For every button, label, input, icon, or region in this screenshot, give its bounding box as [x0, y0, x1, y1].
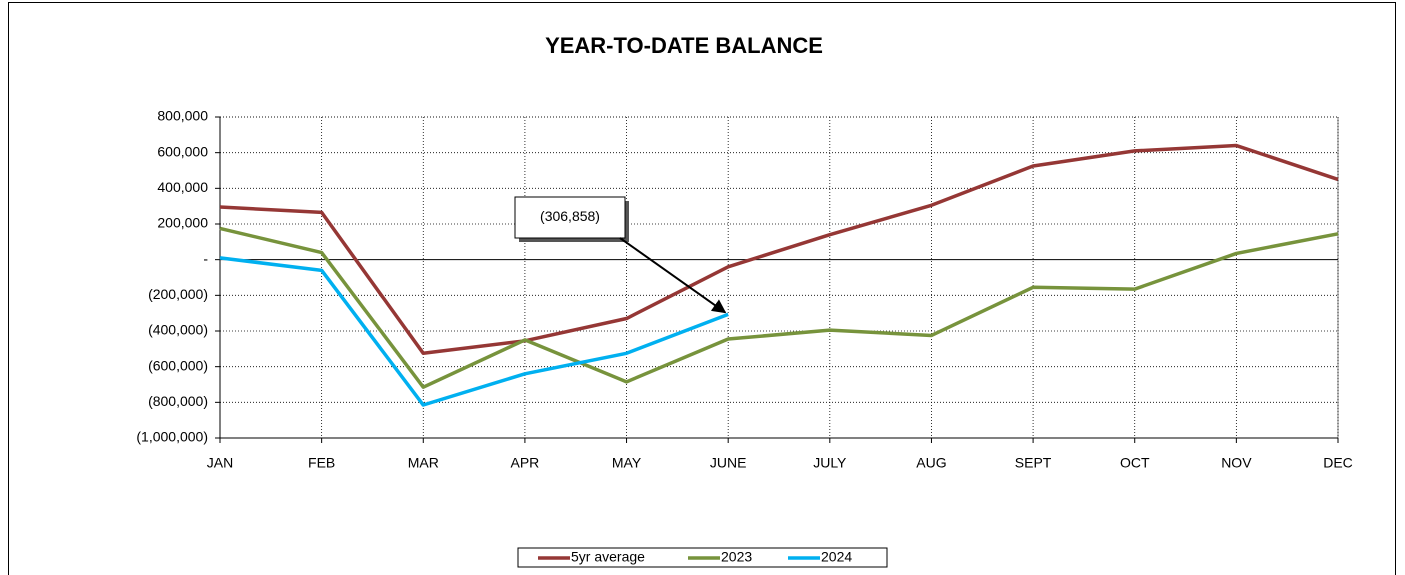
annotation-text: (306,858) [540, 208, 600, 224]
y-tick-label: 200,000 [157, 215, 208, 231]
legend-label: 5yr average [571, 549, 645, 565]
legend-label: 2024 [821, 549, 852, 565]
annotation-box [514, 196, 626, 239]
x-tick-label: NOV [1221, 455, 1252, 471]
x-tick-label: MAY [612, 455, 642, 471]
y-tick-label: - [203, 250, 208, 266]
x-tick-label: SEPT [1015, 455, 1052, 471]
x-tick-label: OCT [1120, 455, 1150, 471]
series-line [219, 143, 1339, 356]
y-tick-label: (400,000) [148, 322, 208, 338]
x-tick-label: JAN [207, 455, 233, 471]
x-tick-label: FEB [308, 455, 335, 471]
x-tick-label: DEC [1323, 455, 1353, 471]
chart-title: YEAR-TO-DATE BALANCE [545, 33, 823, 58]
x-tick-label: JULY [813, 455, 847, 471]
series-line [219, 226, 1339, 389]
annotation-arrow [619, 237, 727, 314]
y-tick-label: 600,000 [157, 143, 208, 159]
y-tick-label: 400,000 [157, 179, 208, 195]
chart-frame [8, 2, 1396, 575]
x-tick-label: MAR [408, 455, 439, 471]
y-tick-label: 800,000 [157, 108, 208, 124]
y-tick-label: (600,000) [148, 357, 208, 373]
y-tick-label: (800,000) [148, 393, 208, 409]
series-line [219, 256, 729, 407]
x-tick-label: AUG [916, 455, 946, 471]
y-tick-label: (200,000) [148, 286, 208, 302]
y-tick-label: (1,000,000) [136, 429, 208, 445]
legend-label: 2023 [721, 549, 752, 565]
x-tick-label: APR [511, 455, 540, 471]
x-tick-label: JUNE [710, 455, 747, 471]
